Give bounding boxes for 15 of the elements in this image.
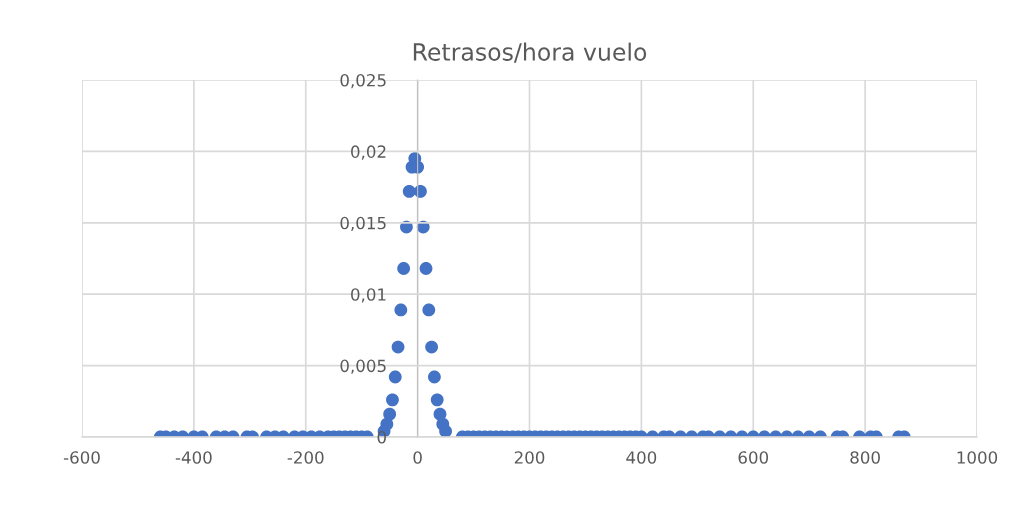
chart-title: Retrasos/hora vuelo (413, 42, 647, 63)
x-tick-label: 1000 (957, 451, 998, 464)
x-tick-label: -600 (63, 451, 100, 464)
x-tick-label: 400 (626, 451, 657, 464)
y-tick-label: 0,02 (351, 145, 386, 160)
y-tick-label: 0,015 (340, 216, 386, 232)
y-tick-label: 0,01 (351, 288, 386, 303)
x-tick-label: 0 (413, 451, 422, 464)
x-tick-label: -400 (175, 451, 212, 464)
x-tick-label: 200 (514, 451, 545, 464)
y-tick-label: 0,005 (340, 359, 386, 374)
y-tick-label: 0,025 (340, 73, 386, 89)
x-tick-label: -200 (287, 451, 324, 464)
x-tick-label: 800 (850, 451, 880, 464)
x-tick-label: 600 (738, 451, 769, 464)
